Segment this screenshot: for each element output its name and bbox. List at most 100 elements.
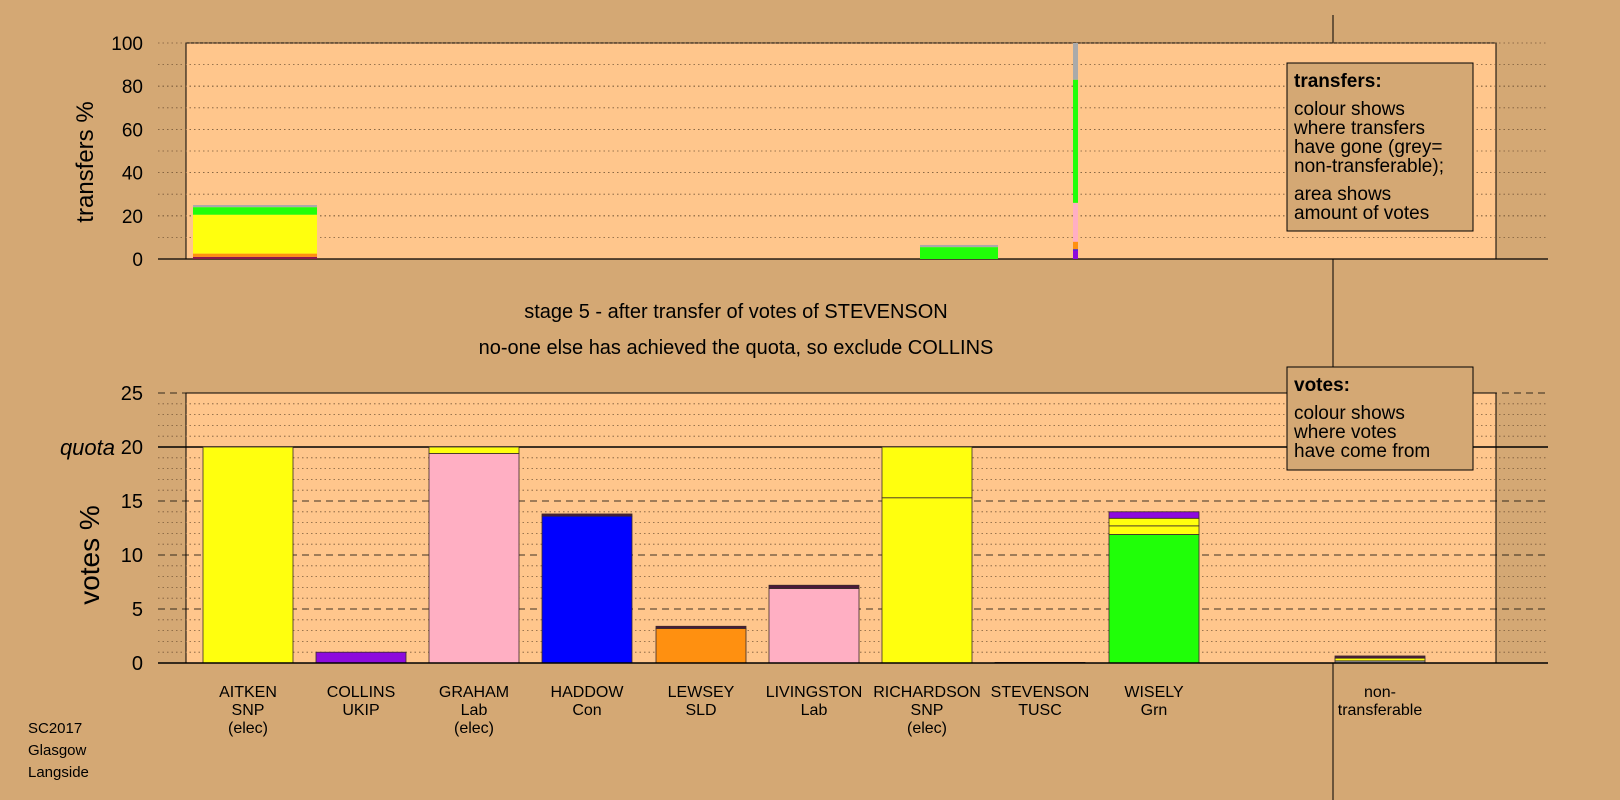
- category-label: SNP: [232, 702, 265, 719]
- transfers-tick-label: 100: [111, 34, 143, 55]
- vote-segment: [541, 515, 633, 664]
- vote-segment: [1108, 534, 1200, 664]
- transfers-tick-label: 20: [122, 207, 143, 228]
- transfers-legend-line: have gone (grey=: [1294, 137, 1442, 158]
- category-label: RICHARDSON: [873, 684, 981, 701]
- votes-legend-title: votes:: [1294, 375, 1350, 396]
- category-label: TUSC: [1018, 702, 1062, 719]
- vote-segment: [1108, 517, 1200, 527]
- transfers-legend-line: where transfers: [1293, 118, 1425, 139]
- vote-segment: [655, 625, 747, 629]
- category-label: non-: [1364, 684, 1396, 701]
- category-label: STEVENSON: [991, 684, 1090, 701]
- vote-segment: [1334, 655, 1426, 659]
- transfer-segment-aitken: [193, 256, 317, 259]
- transfers-legend-line: area shows: [1294, 184, 1391, 205]
- votes-tick-label: 15: [121, 491, 143, 513]
- transfers-legend-title: transfers:: [1294, 71, 1382, 92]
- transfers-legend-line: non-transferable);: [1294, 156, 1444, 177]
- transfers-tick-label: 60: [122, 120, 143, 141]
- category-label: SLD: [685, 702, 716, 719]
- category-label: Grn: [1141, 702, 1168, 719]
- votes-legend-box: [1286, 366, 1474, 471]
- vote-segment: [655, 628, 747, 664]
- transfers-axis-label: transfers %: [72, 101, 99, 222]
- category-label: LIVINGSTON: [766, 684, 863, 701]
- vote-segment: [315, 651, 407, 664]
- quota-label: quota: [60, 435, 115, 460]
- corner-label-1: SC2017: [28, 720, 82, 737]
- votes-legend-line: have come from: [1294, 441, 1430, 462]
- heading-line2: no-one else has achieved the quota, so e…: [479, 337, 994, 359]
- votes-legend-line: where votes: [1293, 422, 1396, 443]
- category-label: WISELY: [1124, 684, 1184, 701]
- votes-legend-line: colour shows: [1294, 403, 1405, 424]
- category-label: (elec): [228, 720, 268, 737]
- category-label: Lab: [801, 702, 828, 719]
- vote-bar-aitken: [202, 446, 294, 664]
- category-label: COLLINS: [327, 684, 395, 701]
- category-label: AITKEN: [219, 684, 277, 701]
- transfer-segment-stevenson: [1073, 249, 1078, 251]
- transfer-segment-stevenson: [1073, 43, 1078, 80]
- votes-tick-label: 0: [132, 653, 143, 675]
- votes-tick-label: 20: [121, 437, 143, 459]
- vote-bar-haddow: [541, 513, 633, 664]
- vote-bar-non-transferable: [1334, 655, 1426, 664]
- vote-bar-livingston: [768, 584, 860, 664]
- transfers-chart: 0 20 40 60 80 100: [111, 34, 1548, 271]
- vote-segment: [428, 446, 520, 454]
- vote-segment: [541, 513, 633, 517]
- transfers-tick-label: 0: [132, 250, 143, 271]
- corner-label-2: Glasgow: [28, 742, 87, 759]
- transfers-legend-line: colour shows: [1294, 99, 1405, 120]
- transfer-segment-aitken: [193, 214, 317, 254]
- transfer-segment-stevenson: [1073, 250, 1078, 259]
- category-label: (elec): [454, 720, 494, 737]
- votes-tick-label: 25: [121, 383, 143, 405]
- vote-bar-lewsey: [655, 625, 747, 664]
- vote-bar-wisely: [1108, 511, 1200, 664]
- votes-tick-label: 10: [121, 545, 143, 567]
- vote-segment: [768, 584, 860, 589]
- transfers-tick-label: 40: [122, 164, 143, 185]
- category-label: Con: [572, 702, 601, 719]
- vote-segment: [1108, 525, 1200, 535]
- transfer-segment-richardson: [920, 244, 998, 248]
- votes-tick-label: 5: [132, 599, 143, 621]
- transfer-segment-aitken: [193, 253, 317, 257]
- transfer-segment-richardson: [920, 247, 998, 259]
- vote-segment: [202, 446, 294, 664]
- category-label: SNP: [911, 702, 944, 719]
- vote-bar-richardson: [881, 446, 973, 664]
- transfers-tick-label: 80: [122, 77, 143, 98]
- corner-label-3: Langside: [28, 764, 89, 781]
- transfer-segment-aitken: [193, 205, 317, 208]
- category-label: transferable: [1338, 702, 1423, 719]
- transfers-legend: transfers: colour shows where transfers …: [1286, 62, 1474, 232]
- vote-bar-collins: [315, 651, 407, 664]
- vote-segment: [1334, 657, 1426, 662]
- category-label: Lab: [461, 702, 488, 719]
- vote-segment: [881, 497, 973, 664]
- transfers-legend-line: amount of votes: [1294, 203, 1429, 224]
- heading-line1: stage 5 - after transfer of votes of STE…: [524, 301, 948, 323]
- vote-segment: [1108, 511, 1200, 519]
- votes-legend: votes: colour shows where votes have com…: [1286, 366, 1474, 471]
- category-label: UKIP: [342, 702, 379, 719]
- transfer-segment-stevenson: [1073, 202, 1078, 242]
- category-label: GRAHAM: [439, 684, 509, 701]
- category-label: HADDOW: [551, 684, 625, 701]
- vote-segment: [881, 446, 973, 499]
- category-label: LEWSEY: [668, 684, 735, 701]
- transfer-segment-stevenson: [1073, 241, 1078, 250]
- transfer-segment-stevenson: [1073, 79, 1078, 203]
- transfer-segment-aitken: [193, 207, 317, 215]
- vote-segment: [428, 453, 520, 664]
- votes-axis-label: votes %: [74, 505, 105, 605]
- transfers-legend-box: [1286, 62, 1474, 232]
- category-label: (elec): [907, 720, 947, 737]
